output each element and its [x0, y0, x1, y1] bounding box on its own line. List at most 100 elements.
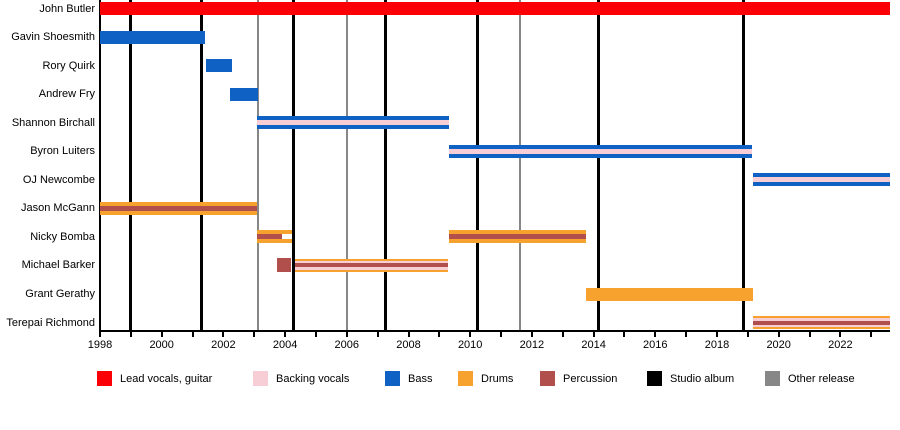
timeline-bar-jason-mcgann	[100, 201, 258, 215]
bar-layer-orange	[257, 230, 292, 235]
bar-layer-maroon	[100, 205, 258, 211]
axis-year-label: 2008	[396, 339, 421, 351]
axis-year-label: 2018	[704, 339, 730, 351]
legend-label: Percussion	[563, 373, 618, 385]
timeline-bar-byron-luiters	[448, 144, 752, 158]
bar-layer-orange	[448, 230, 586, 235]
axis-year-label: 2020	[766, 339, 791, 351]
row-label-shannon-birchall: Shannon Birchall	[11, 116, 95, 129]
y-axis-line	[99, 0, 101, 332]
axis-year-label: 1998	[87, 339, 113, 351]
axis-year-label: 2006	[334, 339, 360, 351]
legend-label: Bass	[408, 373, 433, 385]
bar-layer-pink	[448, 148, 752, 154]
bar-layer-pink	[753, 177, 890, 183]
axis-tick	[808, 332, 811, 337]
bar-layer-blue	[257, 116, 449, 121]
studio-album-line	[200, 0, 204, 330]
timeline-bar-grant-gerathy	[585, 287, 754, 301]
axis-tick	[376, 332, 379, 337]
timeline-bar-michael-barker	[295, 258, 448, 272]
bar-layer-orange	[448, 239, 586, 244]
legend-label: Studio album	[670, 373, 735, 385]
bar-layer-red	[100, 2, 890, 15]
axis-tick	[716, 332, 718, 337]
legend-swatch-red	[97, 371, 112, 386]
bar-layer-orange	[100, 201, 258, 206]
axis-year-label: 2012	[519, 339, 545, 351]
legend-swatch-maroon	[540, 371, 555, 386]
row-label-rory-quirk: Rory Quirk	[42, 59, 95, 72]
timeline-bar-andrew-fry	[229, 87, 258, 101]
bar-layer-maroon	[753, 320, 890, 325]
axis-tick	[530, 332, 533, 337]
timeline-bar-nicky-bomba	[257, 230, 292, 244]
timeline-bar-john-butler	[100, 2, 890, 15]
studio-album-line	[383, 0, 387, 330]
studio-album-line	[596, 0, 600, 330]
bar-layer-orange	[295, 258, 448, 261]
bar-layer-maroon	[295, 263, 448, 268]
legend-label: Backing vocals	[276, 373, 350, 385]
legend-label: Other release	[788, 373, 855, 385]
other-release-line	[345, 0, 348, 330]
other-release-line	[518, 0, 521, 330]
axis-year-label: 2004	[272, 339, 298, 351]
bar-layer-orange	[295, 269, 448, 272]
axis-tick	[500, 332, 503, 337]
timeline-bar-rory-quirk	[205, 59, 233, 73]
axis-tick	[839, 332, 842, 337]
axis-tick	[191, 332, 194, 337]
axis-tick	[685, 332, 688, 337]
legend-swatch-black	[647, 371, 662, 386]
studio-album-line	[129, 0, 133, 330]
bar-layer-pink	[753, 318, 890, 321]
axis-year-label: 2010	[457, 339, 483, 351]
axis-tick	[314, 332, 317, 337]
studio-album-line	[741, 0, 745, 330]
bar-layer-orange	[753, 316, 890, 319]
plot-area: 1998 2000 2002 2004 2006 2008 2010 2012 2014 2016…	[6, 0, 890, 351]
row-label-terepai-richmond: Terepai Richmond	[6, 316, 95, 329]
bar-layer-pink	[257, 120, 449, 126]
row-label-byron-luiters: Byron Luiters	[30, 145, 95, 158]
timeline-bar-shannon-birchall	[257, 116, 449, 130]
row-label-nicky-bomba: Nicky Bomba	[30, 230, 95, 243]
legend-swatch-pink	[253, 371, 268, 386]
bar-layer-blue	[753, 182, 890, 187]
bar-layer-orange	[257, 239, 292, 244]
timeline-bar-terepai-richmond	[753, 316, 890, 330]
row-label-john-butler: John Butler	[39, 2, 95, 15]
bar-layer-blue	[257, 125, 449, 130]
x-axis-line	[99, 330, 890, 332]
other-release-line	[256, 0, 259, 330]
axis-tick	[623, 332, 626, 337]
bar-layer-pink	[753, 324, 890, 328]
row-label-michael-barker: Michael Barker	[21, 259, 95, 272]
bar-layer-maroon	[257, 234, 282, 240]
row-label-jason-mcgann: Jason McGann	[21, 202, 95, 215]
bar-layer-blue	[448, 144, 752, 149]
legend-swatch-blue	[385, 371, 400, 386]
axis-tick	[469, 332, 472, 337]
axis-tick	[99, 332, 101, 337]
axis-tick	[561, 332, 564, 337]
axis-tick	[407, 332, 410, 337]
axis-tick	[129, 332, 132, 337]
bar-layer-blue	[205, 59, 233, 73]
bar-layer-orange	[585, 287, 754, 301]
row-label-andrew-fry: Andrew Fry	[38, 88, 95, 101]
studio-album-line	[291, 0, 295, 330]
axis-year-label: 2000	[149, 339, 174, 351]
row-label-grant-gerathy: Grant Gerathy	[25, 288, 95, 300]
bar-layer-blue	[100, 30, 205, 44]
bar-layer-pink	[295, 267, 448, 270]
axis-tick	[160, 332, 163, 337]
axis-tick	[592, 332, 595, 337]
axis-year-label: 2014	[581, 339, 606, 351]
legend-swatch-orange	[458, 371, 473, 386]
legend-label: Drums	[481, 373, 514, 385]
axis-tick	[777, 332, 780, 337]
